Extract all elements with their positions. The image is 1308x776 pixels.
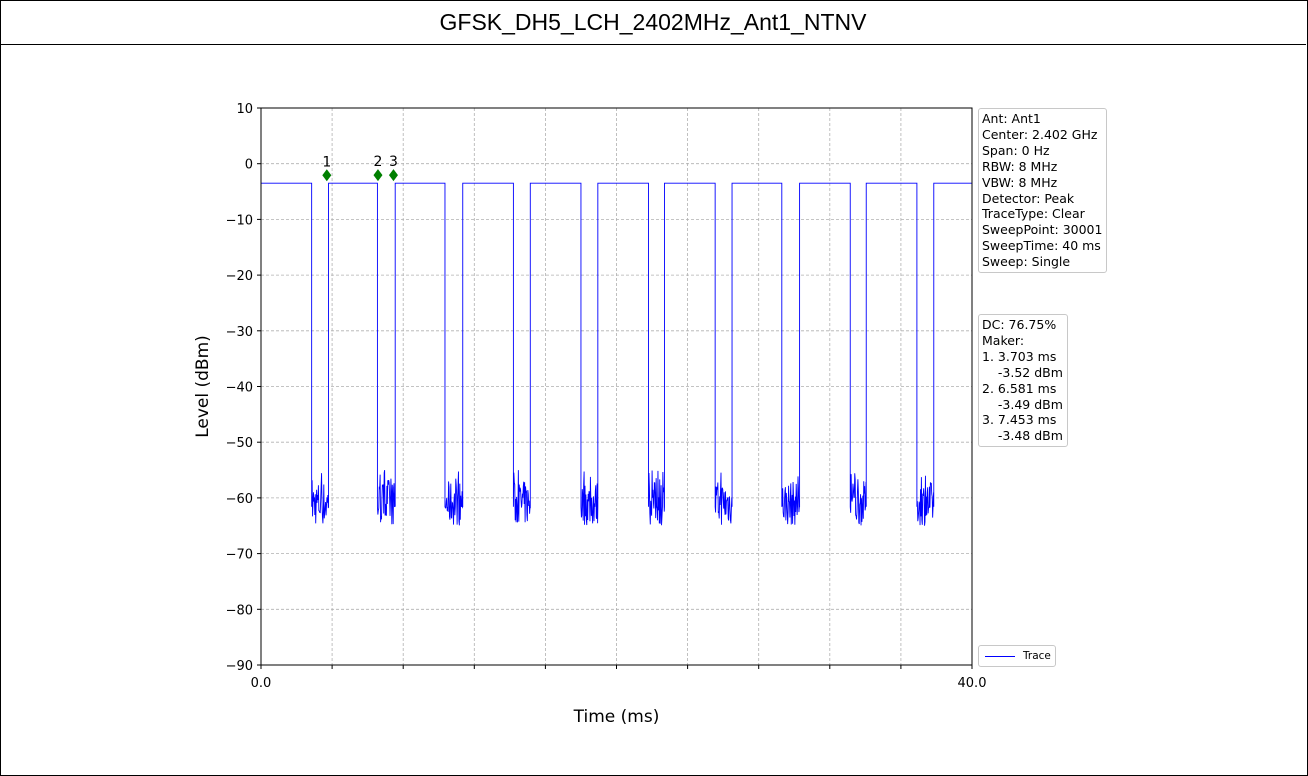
y-tick-label: −30 <box>226 325 253 340</box>
duty-cycle-result-box: DC: 76.75% Maker: 1. 3.703 ms -3.52 dBm 2. … <box>978 314 1068 448</box>
y-tick-label: −50 <box>226 436 253 451</box>
trace-series <box>261 182 972 526</box>
marker-label: 2 <box>374 154 383 170</box>
marker-label: 3 <box>389 154 398 170</box>
info-box-line: SweepPoint: 30001 <box>982 222 1103 238</box>
info-box-line: VBW: 8 MHz <box>982 174 1058 190</box>
info-box-line: Center: 2.402 GHz <box>982 126 1098 142</box>
result-box-line: Maker: <box>982 332 1025 348</box>
result-box-line: 1. 3.703 ms <box>982 348 1057 364</box>
info-box-line: Sweep: Single <box>982 254 1071 270</box>
info-box-line: Detector: Peak <box>982 190 1075 206</box>
info-box-line: SweepTime: 40 ms <box>982 238 1101 254</box>
result-box-line: DC: 76.75% <box>982 317 1057 332</box>
info-box-line: RBW: 8 MHz <box>982 158 1058 174</box>
x-tick-label: 0.0 <box>251 676 272 691</box>
y-tick-label: −80 <box>226 603 253 618</box>
chart-title: GFSK_DH5_LCH_2402MHz_Ant1_NTNV <box>439 8 867 35</box>
result-box-line: -3.49 dBm <box>982 396 1063 412</box>
y-tick-label: 10 <box>236 102 253 117</box>
measurement-settings-box: Ant: Ant1 Center: 2.402 GHz Span: 0 Hz RBW:… <box>978 108 1108 274</box>
y-tick-label: 0 <box>245 158 253 173</box>
info-box-line: Ant: Ant1 <box>982 111 1041 126</box>
marker-label: 1 <box>322 154 331 170</box>
y-tick-label: −40 <box>226 381 253 396</box>
axis-ticks: 10 0 −10 −20 −30 −40 −50 −60 −70 −80 −90 0.0 40.0 <box>226 102 987 691</box>
marker-diamond-icon <box>322 169 332 182</box>
info-box-line: TraceType: Clear <box>982 206 1085 222</box>
marker-diamond-icon <box>388 169 398 182</box>
grid-lines <box>261 108 972 665</box>
legend: Trace <box>978 645 1056 667</box>
title-bar: GFSK_DH5_LCH_2402MHz_Ant1_NTNV <box>0 0 1306 45</box>
result-box-line: 3. 7.453 ms <box>982 412 1057 428</box>
y-tick-label: −60 <box>226 492 253 507</box>
legend-trace-swatch <box>985 655 1015 657</box>
trace-line <box>261 182 972 526</box>
result-box-line: -3.48 dBm <box>982 428 1063 444</box>
result-box-line: 2. 6.581 ms <box>982 380 1057 396</box>
y-axis-label: Level (dBm) <box>193 335 213 438</box>
x-tick-label: 40.0 <box>958 676 987 691</box>
y-tick-label: −10 <box>226 213 253 228</box>
info-box-line: Span: 0 Hz <box>982 142 1050 158</box>
legend-trace-label: Trace <box>1023 650 1051 662</box>
x-axis-label: Time (ms) <box>573 707 660 727</box>
y-tick-label: −20 <box>226 269 253 284</box>
y-tick-label: −90 <box>226 659 253 674</box>
y-tick-label: −70 <box>226 548 253 563</box>
result-box-line: -3.52 dBm <box>982 364 1063 380</box>
marker-diamond-icon <box>373 169 383 182</box>
